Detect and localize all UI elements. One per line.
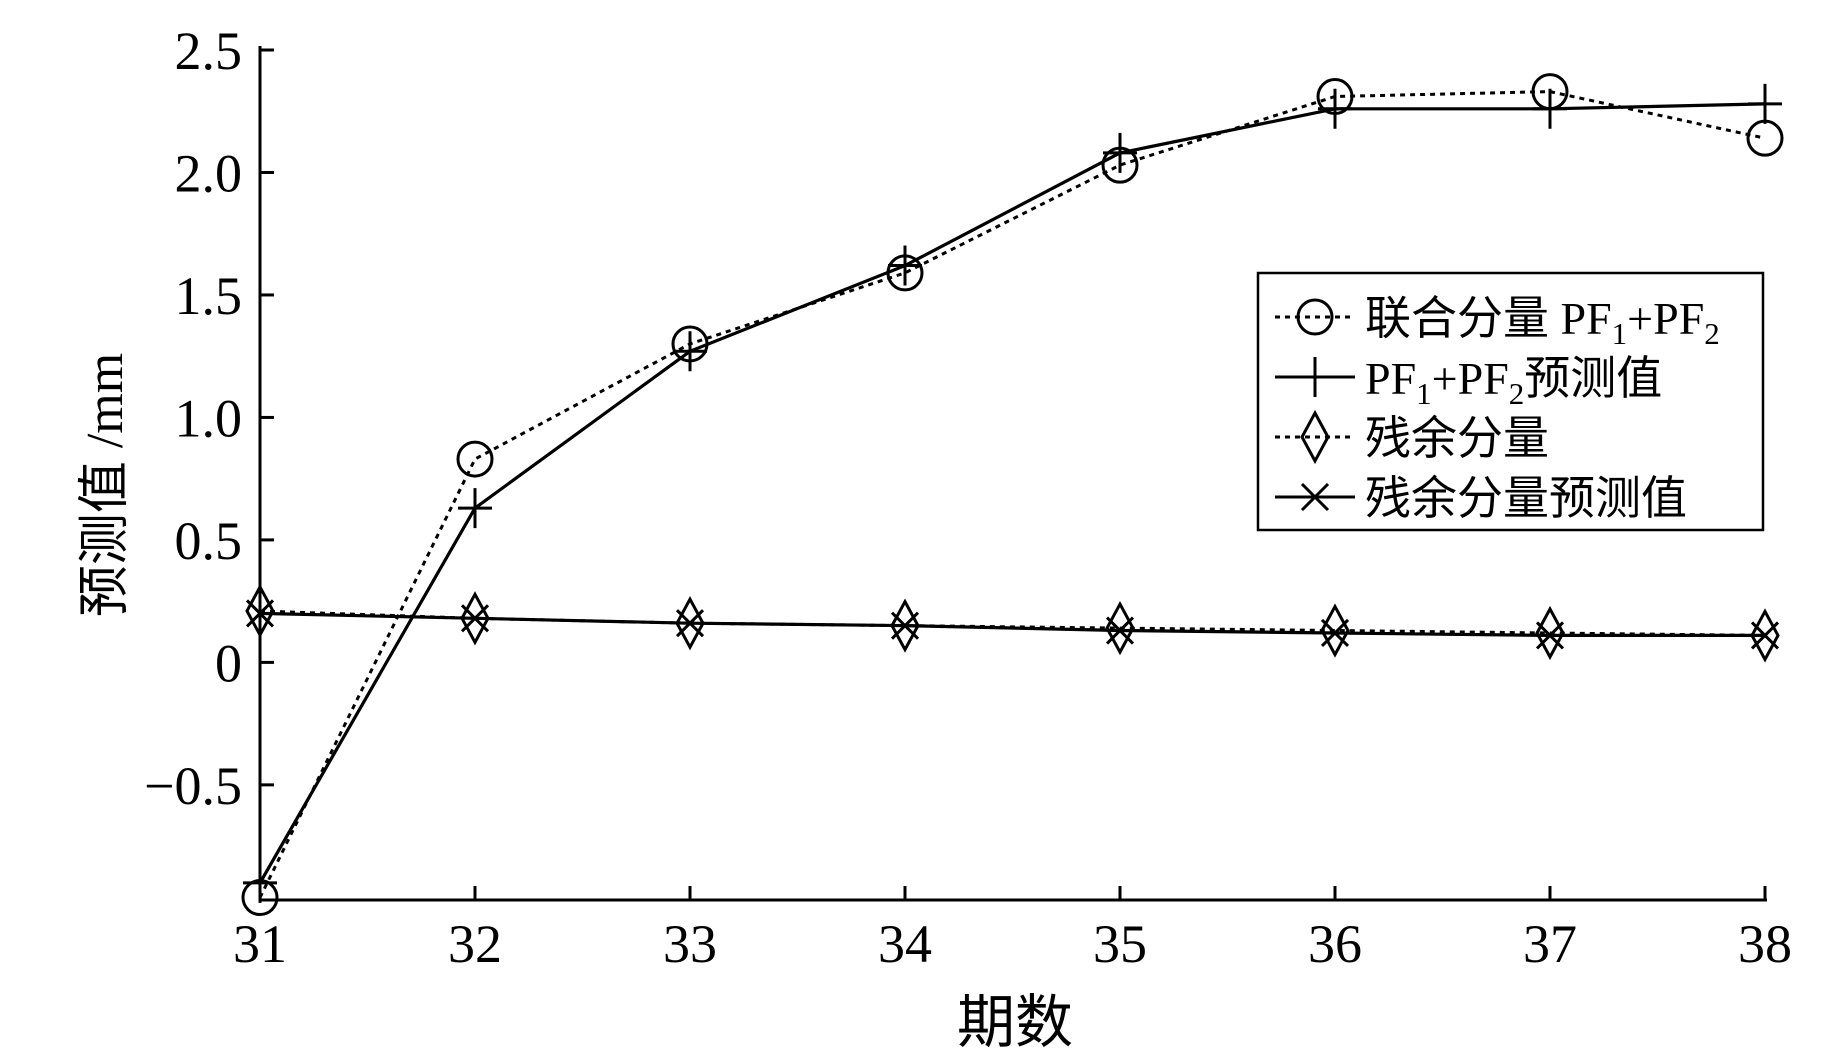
data-point-plus <box>673 331 707 372</box>
data-point-circle <box>456 440 494 478</box>
legend-item: PF1+PF2预测值 <box>1275 353 1662 411</box>
legend-item: 联合分量 PF1+PF2 <box>1275 293 1720 351</box>
legend-marker <box>1296 298 1334 336</box>
axes: 2.5 2.0 1.5 1.0 0.5 0 −0.5 31 32 33 34 35 36 37 38 <box>144 21 1792 974</box>
y-tick-label: 1.5 <box>175 266 243 326</box>
y-tick-label: −0.5 <box>144 756 242 816</box>
legend-label: PF1+PF2预测值 <box>1365 353 1662 411</box>
x-tick-label: 37 <box>1523 914 1577 974</box>
data-point-plus <box>458 488 492 529</box>
x-tick-label: 36 <box>1308 914 1362 974</box>
series-line <box>258 90 1766 899</box>
data-point-x <box>675 609 705 638</box>
series-layer <box>241 73 1784 917</box>
legend-marker <box>1300 482 1330 512</box>
x-tick-label: 38 <box>1738 914 1792 974</box>
legend-item: 残余分量预测值 <box>1275 473 1687 524</box>
data-point-plus <box>1103 132 1137 173</box>
data-point-plus <box>1533 88 1567 129</box>
y-axis-label: 预测值 /mm <box>77 353 134 617</box>
data-point-x <box>460 604 490 633</box>
legend-box <box>1256 271 1765 532</box>
legend-item: 残余分量 <box>1275 409 1549 465</box>
data-point-x <box>245 599 275 628</box>
legend-label: 残余分量预测值 <box>1365 473 1687 524</box>
data-point-x <box>1320 618 1350 648</box>
data-point-plus <box>243 862 277 903</box>
x-tick-label: 33 <box>663 914 717 974</box>
data-point-plus <box>1318 88 1352 129</box>
legend-label: 残余分量 <box>1365 413 1549 464</box>
y-tick-label: 0 <box>215 633 242 693</box>
legend-marker <box>1300 409 1330 465</box>
data-point-plus <box>1748 83 1782 124</box>
legend-marker <box>1298 357 1332 397</box>
y-tick-label: 2.5 <box>175 21 243 81</box>
data-point-plus <box>888 245 922 286</box>
x-tick-label: 34 <box>878 914 932 974</box>
data-point-circle <box>1746 119 1784 157</box>
data-point-x <box>890 611 920 640</box>
y-tick-label: 2.0 <box>175 143 243 203</box>
x-tick-label: 31 <box>233 914 287 974</box>
y-tick-label: 1.0 <box>175 388 243 448</box>
series-3 <box>245 583 1780 663</box>
x-tick-label: 32 <box>448 914 502 974</box>
series-line <box>258 102 1766 884</box>
series-2 <box>243 83 1782 903</box>
series-4 <box>245 599 1780 650</box>
y-tick-label: 0.5 <box>175 511 243 571</box>
series-line <box>259 611 1765 638</box>
x-axis-label: 期数 <box>957 990 1073 1055</box>
data-point-x <box>1535 621 1565 650</box>
data-point-x <box>1750 621 1780 650</box>
legend-label: 联合分量 PF1+PF2 <box>1365 293 1720 351</box>
data-point-x <box>1105 616 1135 645</box>
x-tick-label: 35 <box>1093 914 1147 974</box>
